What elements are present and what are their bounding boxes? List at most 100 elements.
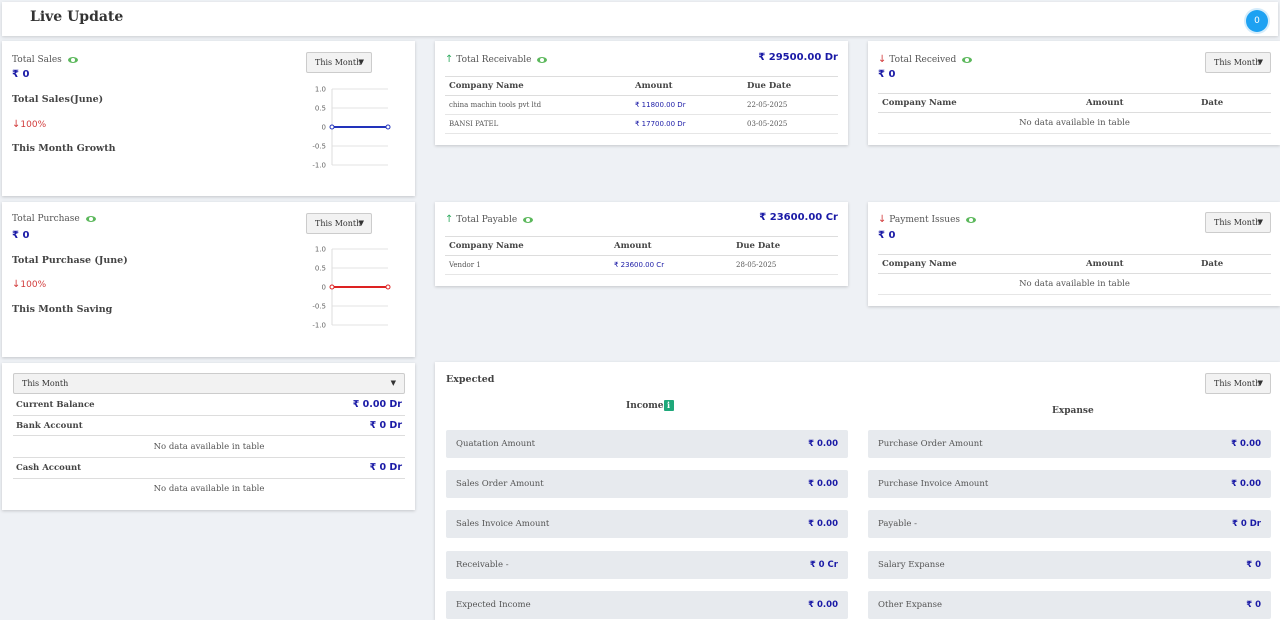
- table-header: Company Name Amount Due Date: [445, 76, 838, 96]
- arrow-down-icon: ↓: [878, 54, 887, 65]
- column-header[interactable]: Due Date: [743, 76, 838, 96]
- column-header[interactable]: Amount: [1082, 93, 1197, 113]
- expanse-row-salary: Salary Expanse ₹ 0: [868, 551, 1271, 579]
- caret-down-icon: ▼: [358, 219, 364, 227]
- expanse-row-purchase-order: Purchase Order Amount ₹ 0.00: [868, 430, 1271, 458]
- dropdown-label: This Month: [315, 58, 362, 67]
- received-title: Total Received: [889, 55, 957, 65]
- payment-issues-title: Payment Issues: [889, 215, 961, 225]
- income-row-sales-invoice: Sales Invoice Amount ₹ 0.00: [446, 510, 848, 538]
- dropdown-label: This Month: [1214, 218, 1261, 227]
- info-icon[interactable]: i: [663, 400, 674, 411]
- caret-down-icon: ▼: [390, 379, 396, 387]
- company-cell: Vendor 1: [445, 255, 610, 275]
- expanse-row-value: ₹ 0.00: [1231, 479, 1261, 489]
- eye-icon[interactable]: [966, 216, 977, 223]
- y-tick-label: 0: [322, 124, 326, 132]
- expanse-row-value: ₹ 0: [1246, 600, 1261, 610]
- y-tick-label: 0: [322, 284, 326, 292]
- y-tick-label: -1.0: [312, 322, 326, 330]
- income-row-receivable: Receivable - ₹ 0 Cr: [446, 551, 848, 579]
- bank-account-value: ₹ 0 Dr: [369, 420, 402, 431]
- income-row-label: Receivable -: [456, 560, 509, 570]
- amount-cell: ₹ 11800.00 Dr: [631, 95, 743, 115]
- income-row-value: ₹ 0.00: [808, 439, 838, 449]
- table-row: BANSI PATEL ₹ 17700.00 Dr 03-05-2025: [445, 114, 838, 134]
- payable-title-row: ↑ Total Payable: [445, 214, 534, 225]
- eye-icon[interactable]: [537, 56, 548, 63]
- total-purchase-title-row: Total Purchase: [12, 214, 96, 224]
- column-header[interactable]: Company Name: [878, 93, 1082, 113]
- cash-account-value: ₹ 0 Dr: [369, 462, 402, 473]
- current-balance-row: Current Balance ₹ 0.00 Dr: [13, 396, 405, 416]
- dropdown-label: This Month: [315, 219, 362, 228]
- expected-period-dropdown[interactable]: This Month ▼: [1205, 373, 1271, 394]
- balance-period-select[interactable]: This Month ▼: [13, 373, 405, 394]
- company-cell: china machin tools pvt ltd: [445, 95, 631, 115]
- data-point[interactable]: [329, 124, 335, 130]
- purchase-growth-value: 100%: [20, 280, 47, 290]
- receivable-title: Total Receivable: [456, 55, 532, 65]
- income-heading: Income i: [626, 400, 674, 411]
- expanse-row-label: Payable -: [878, 519, 918, 529]
- column-header[interactable]: Amount: [631, 76, 743, 96]
- table-row: china machin tools pvt ltd ₹ 11800.00 Dr…: [445, 95, 838, 115]
- y-tick-label: 0.5: [315, 105, 326, 113]
- received-period-dropdown[interactable]: This Month ▼: [1205, 52, 1271, 73]
- amount-cell: ₹ 23600.00 Cr: [610, 255, 732, 275]
- received-table: Company Name Amount Date No data availab…: [878, 93, 1271, 134]
- balance-card: This Month ▼ Current Balance ₹ 0.00 Dr B…: [2, 363, 415, 510]
- caret-down-icon: ▼: [358, 58, 364, 66]
- column-header[interactable]: Company Name: [445, 236, 610, 256]
- payment-issues-period-dropdown[interactable]: This Month ▼: [1205, 212, 1271, 233]
- arrow-down-icon: ↓: [878, 214, 887, 225]
- sales-growth-value: 100%: [20, 120, 47, 130]
- payment-issues-table: Company Name Amount Date No data availab…: [878, 254, 1271, 295]
- caret-down-icon: ▼: [1257, 218, 1263, 226]
- date-cell: 03-05-2025: [743, 114, 838, 134]
- column-header[interactable]: Date: [1197, 93, 1271, 113]
- column-header[interactable]: Amount: [1082, 254, 1197, 274]
- column-header[interactable]: Date: [1197, 254, 1271, 274]
- income-row-label: Expected Income: [456, 600, 531, 610]
- column-header[interactable]: Company Name: [878, 254, 1082, 274]
- receivable-total: ₹ 29500.00 Dr: [758, 52, 838, 63]
- income-row-value: ₹ 0 Cr: [809, 560, 838, 570]
- column-header[interactable]: Amount: [610, 236, 732, 256]
- expanse-heading: Expanse: [1052, 406, 1094, 416]
- data-point[interactable]: [329, 284, 335, 290]
- received-amount: ₹ 0: [878, 69, 896, 80]
- column-header[interactable]: Due Date: [732, 236, 838, 256]
- data-point[interactable]: [385, 284, 391, 290]
- eye-icon[interactable]: [962, 56, 973, 63]
- y-tick-label: 1.0: [315, 246, 326, 254]
- expanse-row-value: ₹ 0.00: [1231, 439, 1261, 449]
- income-row-value: ₹ 0.00: [808, 519, 838, 529]
- column-header[interactable]: Company Name: [445, 76, 631, 96]
- table-row: No data available in table: [878, 273, 1271, 295]
- eye-icon[interactable]: [67, 56, 78, 63]
- arrow-up-icon: ↑: [445, 54, 454, 65]
- bank-account-label: Bank Account: [16, 421, 83, 431]
- table-row: Vendor 1 ₹ 23600.00 Cr 28-05-2025: [445, 255, 838, 275]
- sales-chart: 1.0 0.5 0 -0.5 -1.0: [302, 85, 402, 175]
- eye-icon[interactable]: [523, 216, 534, 223]
- y-tick-label: -0.5: [312, 303, 326, 311]
- y-tick-label: -0.5: [312, 143, 326, 151]
- notification-badge[interactable]: 0: [1246, 10, 1268, 32]
- income-label: Income: [626, 401, 664, 411]
- eye-icon[interactable]: [85, 215, 96, 222]
- sales-growth: ↓100%: [12, 119, 46, 130]
- sales-period-dropdown[interactable]: This Month ▼: [306, 52, 372, 73]
- arrow-up-icon: ↑: [445, 214, 454, 225]
- total-purchase-amount: ₹ 0: [12, 230, 30, 241]
- arrow-down-icon: ↓: [12, 279, 21, 290]
- purchase-growth-label: This Month Saving: [12, 304, 113, 315]
- data-point[interactable]: [385, 124, 391, 130]
- expected-title: Expected: [446, 374, 495, 385]
- sales-chart-svg: 1.0 0.5 0 -0.5 -1.0: [312, 86, 391, 170]
- purchase-period-dropdown[interactable]: This Month ▼: [306, 213, 372, 234]
- sales-growth-label: This Month Growth: [12, 143, 116, 154]
- income-row-expected-income: Expected Income ₹ 0.00: [446, 591, 848, 619]
- income-row-sales-order: Sales Order Amount ₹ 0.00: [446, 470, 848, 498]
